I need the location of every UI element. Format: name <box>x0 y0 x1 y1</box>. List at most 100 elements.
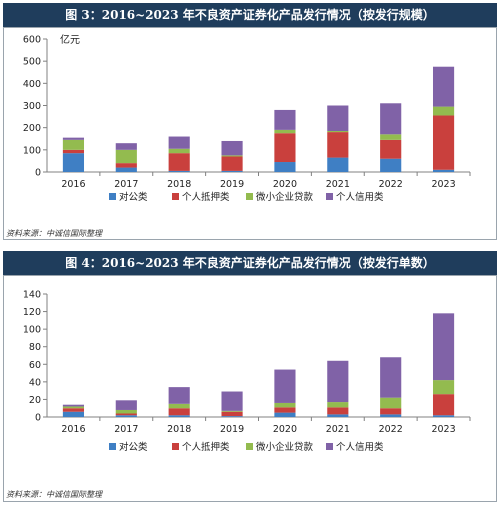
bar-segment-corporate <box>380 414 402 417</box>
bar-segment-personal-credit <box>221 391 243 411</box>
legend-swatch <box>326 193 333 200</box>
bar-segment-personal-mortgage <box>274 407 296 413</box>
x-tick-label: 2021 <box>326 424 350 435</box>
bar-segment-corporate <box>221 170 243 172</box>
x-tick-label: 2020 <box>273 179 297 190</box>
y-tick-label: 100 <box>23 325 41 336</box>
chart-title-scale: 图 3：2016~2023 年不良资产证券化产品发行情况（按发行规模） <box>3 3 497 27</box>
y-tick-label: 300 <box>23 101 41 112</box>
y-tick-label: 100 <box>23 145 41 156</box>
bar-segment-personal-mortgage <box>168 408 190 416</box>
bar-segment-personal-credit <box>62 404 85 407</box>
bar-segment-micro-enterprise <box>274 402 296 408</box>
legend-label: 对公类 <box>119 191 148 203</box>
y-tick-label: 600 <box>23 35 41 46</box>
bar-segment-personal-credit <box>62 137 85 140</box>
bar-segment-corporate <box>432 415 455 417</box>
x-tick-label: 2022 <box>379 424 403 435</box>
bar-segment-corporate <box>62 411 85 417</box>
bar-segment-corporate <box>62 153 85 172</box>
y-tick-label: 40 <box>29 377 41 388</box>
bar-segment-personal-credit <box>168 387 190 404</box>
y-tick-label: 120 <box>23 307 41 318</box>
bar-segment-corporate <box>327 414 349 417</box>
bar-segment-personal-mortgage <box>380 139 402 159</box>
chart-frame-count <box>3 275 497 502</box>
bar-segment-personal-credit <box>274 109 296 130</box>
x-tick-label: 2021 <box>326 179 350 190</box>
y-tick-label: 0 <box>35 413 41 424</box>
bar-segment-micro-enterprise <box>380 134 402 140</box>
bar-segment-personal-mortgage <box>115 413 137 416</box>
x-tick-label: 2020 <box>273 424 297 435</box>
legend-swatch <box>246 193 253 200</box>
bar-segment-corporate <box>221 416 243 417</box>
x-tick-label: 2022 <box>379 179 403 190</box>
legend-label: 微小企业贷款 <box>256 441 314 453</box>
bar-segment-personal-credit <box>274 369 296 403</box>
legend-label: 个人抵押类 <box>182 191 230 203</box>
bar-segment-corporate <box>115 167 137 172</box>
bar-segment-micro-enterprise <box>221 410 243 412</box>
bar-segment-micro-enterprise <box>62 139 85 150</box>
bar-segment-micro-enterprise <box>221 155 243 157</box>
bar-segment-personal-mortgage <box>221 156 243 171</box>
bar-segment-micro-enterprise <box>115 149 137 164</box>
stacked-bar-chart-scale: 0 100 200 300 400 500 600 亿元 2016 2017 2018 2019 202… <box>23 33 471 203</box>
bar-segment-personal-credit <box>115 400 137 410</box>
legend-label: 个人信用类 <box>336 441 384 453</box>
y-tick-label: 400 <box>23 79 41 90</box>
bar-segment-corporate <box>115 415 137 417</box>
y-tick-label: 80 <box>29 342 41 353</box>
source-note-count: 资料来源：中诚信国际整理 <box>6 490 102 499</box>
bar-segment-personal-credit <box>432 313 455 381</box>
bar-segment-personal-mortgage <box>432 394 455 416</box>
x-tick-label: 2019 <box>220 179 244 190</box>
bar-segment-micro-enterprise <box>168 403 190 409</box>
bar-segment-corporate <box>327 157 349 172</box>
bar-segment-micro-enterprise <box>115 409 137 414</box>
chart-title-count: 图 4：2016~2023 年不良资产证券化产品发行情况（按发行单数） <box>3 251 497 275</box>
stacked-bar-chart-count: 0 20 40 60 80 100 120 140 2016 2017 2018 2019 2020 20… <box>23 290 471 453</box>
unit-label: 亿元 <box>60 33 80 46</box>
bar-segment-corporate <box>168 415 190 417</box>
legend-swatch <box>246 443 253 450</box>
y-tick-label: 200 <box>23 123 41 134</box>
bar-segment-personal-credit <box>221 140 243 156</box>
bar-segment-personal-credit <box>380 103 402 135</box>
x-tick-label: 2023 <box>431 424 455 435</box>
x-tick-label: 2016 <box>61 179 85 190</box>
legend-label: 微小企业贷款 <box>256 191 314 203</box>
bar-segment-micro-enterprise <box>380 397 402 409</box>
x-tick-label: 2018 <box>167 179 191 190</box>
bar-segment-personal-credit <box>115 143 137 150</box>
x-tick-label: 2019 <box>220 424 244 435</box>
y-tick-label: 60 <box>29 360 41 371</box>
bar-segment-personal-mortgage <box>432 115 455 170</box>
bar-segment-personal-credit <box>168 136 190 149</box>
bar-segment-personal-mortgage <box>62 149 85 154</box>
bar-segment-micro-enterprise <box>168 148 190 154</box>
bar-segment-personal-mortgage <box>62 408 85 412</box>
legend-swatch <box>172 443 179 450</box>
chart-frame-scale <box>3 27 497 240</box>
y-tick-label: 20 <box>29 395 41 406</box>
bar-segment-corporate <box>274 412 296 417</box>
bar-segment-personal-mortgage <box>221 411 243 417</box>
bar-segment-corporate <box>274 162 296 172</box>
legend-label: 对公类 <box>119 441 148 453</box>
x-tick-label: 2023 <box>431 179 455 190</box>
bar-segment-corporate <box>432 169 455 172</box>
x-tick-label: 2017 <box>114 179 138 190</box>
source-note-scale: 资料来源：中诚信国际整理 <box>6 229 102 238</box>
bar-segment-personal-mortgage <box>327 132 349 158</box>
bar-segment-personal-mortgage <box>380 408 402 415</box>
bar-segment-personal-credit <box>380 357 402 398</box>
y-tick-label: 500 <box>23 57 41 68</box>
x-tick-label: 2016 <box>61 424 85 435</box>
legend-label: 个人抵押类 <box>182 441 230 453</box>
bar-segment-micro-enterprise <box>432 106 455 116</box>
bar-segment-corporate <box>380 158 402 172</box>
x-tick-label: 2018 <box>167 424 191 435</box>
legend-swatch <box>109 193 116 200</box>
